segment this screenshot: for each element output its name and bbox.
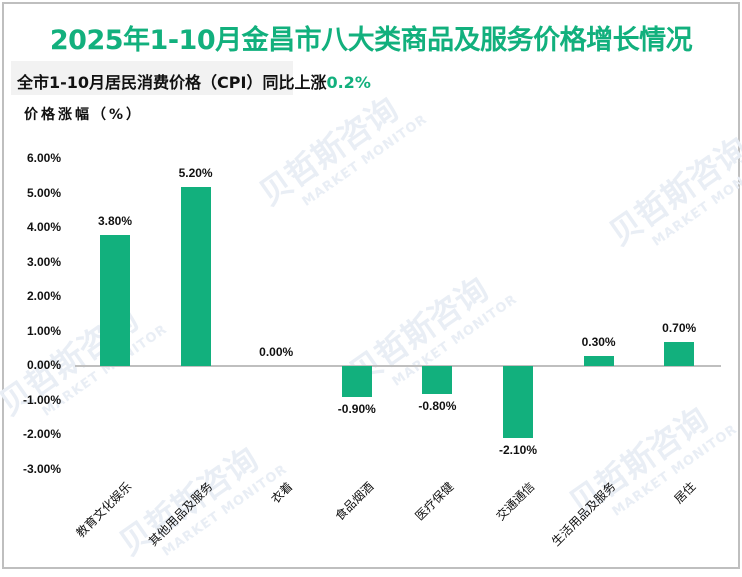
- bar: [583, 355, 614, 366]
- chart-subtitle: 全市1-10月居民消费价格（CPI）同比上涨0.2%: [17, 69, 371, 93]
- y-tick-label: 5.00%: [26, 185, 61, 200]
- data-label: -2.10%: [498, 443, 538, 458]
- data-label: 0.00%: [259, 345, 294, 359]
- bar: [422, 366, 453, 394]
- bar: [180, 186, 211, 366]
- bar: [664, 341, 695, 366]
- data-label: 3.80%: [97, 213, 133, 228]
- subtitle-background: [11, 61, 293, 95]
- y-tick-label: 0.00%: [26, 358, 61, 372]
- data-label: 0.70%: [662, 320, 697, 335]
- y-tick-label: 2.00%: [26, 289, 61, 303]
- y-tick-label: 1.00%: [26, 323, 61, 338]
- bar: [503, 366, 533, 439]
- chart-title: 2025年1-10月金昌市八大类商品及服务价格增长情况: [49, 25, 693, 56]
- bar: [100, 234, 130, 366]
- y-axis-label: 价格涨幅（%）: [24, 107, 144, 123]
- data-label: 0.30%: [581, 334, 616, 349]
- data-label: -0.90%: [337, 402, 376, 417]
- subtitle-text: 全市1-10月居民消费价格（CPI）同比上涨: [17, 73, 327, 92]
- bar: [341, 366, 372, 398]
- data-label: 5.20%: [178, 165, 213, 180]
- y-tick-label: -1.00%: [22, 392, 61, 407]
- y-tick-label: 3.00%: [26, 254, 61, 269]
- y-tick-label: -2.00%: [22, 427, 61, 441]
- data-label: -0.80%: [418, 398, 457, 413]
- subtitle-highlight-value: 0.2%: [326, 73, 371, 92]
- y-tick-label: 4.00%: [26, 220, 61, 234]
- y-tick-label: -3.00%: [22, 461, 61, 476]
- y-tick-label: 6.00%: [26, 151, 61, 165]
- x-axis-line: [75, 365, 721, 367]
